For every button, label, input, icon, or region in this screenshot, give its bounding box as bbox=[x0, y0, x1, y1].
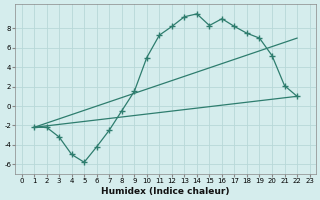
X-axis label: Humidex (Indice chaleur): Humidex (Indice chaleur) bbox=[101, 187, 230, 196]
